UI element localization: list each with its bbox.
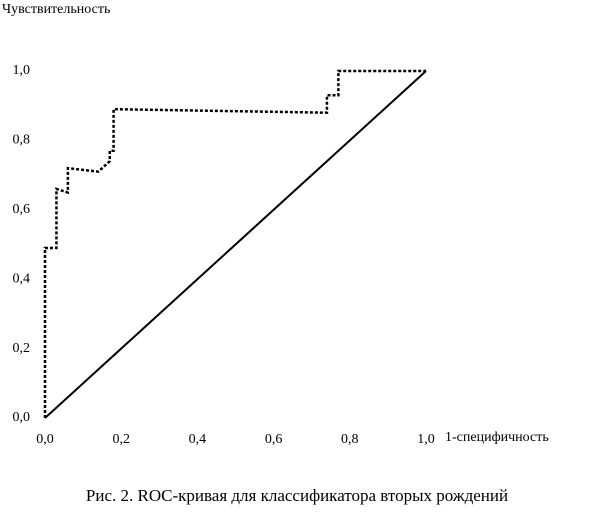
y-tick-label: 0,6 [13,202,31,217]
roc-line [44,70,427,419]
y-axis-label: Чувствительность [2,2,110,17]
y-tick-label: 0,8 [13,133,31,148]
y-tick-label: 0,2 [13,341,31,356]
x-tick-label: 0,4 [189,432,207,447]
x-tick-label: 0,6 [265,432,283,447]
x-tick-label: 0,0 [36,432,54,447]
chart-title: Рис. 2. ROC-кривая для классификатора вт… [86,486,508,505]
x-tick-label: 0,8 [341,432,359,447]
y-tick-label: 0,0 [13,410,31,425]
roc-line [43,69,426,418]
x-tick-label: 1,0 [417,432,435,447]
x-axis-label: 1-специфичность [445,430,549,445]
x-tick-label: 0,2 [112,432,130,447]
y-tick-label: 1,0 [13,63,31,78]
y-tick-label: 0,4 [13,271,31,286]
